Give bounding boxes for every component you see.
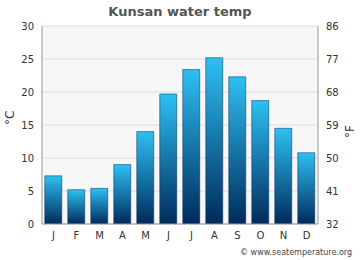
svg-text:O: O <box>257 230 265 241</box>
svg-text:41: 41 <box>326 186 339 197</box>
svg-text:25: 25 <box>21 54 34 65</box>
svg-text:20: 20 <box>21 87 34 98</box>
svg-text:50: 50 <box>326 153 339 164</box>
svg-text:32: 32 <box>326 219 339 230</box>
svg-text:J: J <box>166 230 170 241</box>
svg-text:°F: °F <box>343 125 352 138</box>
svg-text:68: 68 <box>326 87 339 98</box>
svg-text:0: 0 <box>28 219 34 230</box>
svg-text:10: 10 <box>21 153 34 164</box>
svg-text:M: M <box>141 230 150 241</box>
svg-text:N: N <box>280 230 287 241</box>
svg-text:A: A <box>211 230 218 241</box>
svg-text:S: S <box>234 230 240 241</box>
svg-text:59: 59 <box>326 120 339 131</box>
svg-text:F: F <box>74 230 80 241</box>
svg-text:15: 15 <box>21 120 34 131</box>
svg-text:30: 30 <box>21 21 34 32</box>
svg-text:A: A <box>119 230 126 241</box>
svg-text:M: M <box>95 230 104 241</box>
svg-text:°C: °C <box>8 111 17 125</box>
svg-text:77: 77 <box>326 54 339 65</box>
html-text:Kunsan water temp: Kunsan water temp <box>108 4 252 19</box>
svg-text:J: J <box>189 230 193 241</box>
svg-text:D: D <box>303 230 311 241</box>
svg-text:J: J <box>51 230 55 241</box>
svg-text:5: 5 <box>28 186 34 197</box>
svg-text:86: 86 <box>326 21 339 32</box>
html-text:© www.seatemperature.org: © www.seatemperature.org <box>240 248 352 257</box>
